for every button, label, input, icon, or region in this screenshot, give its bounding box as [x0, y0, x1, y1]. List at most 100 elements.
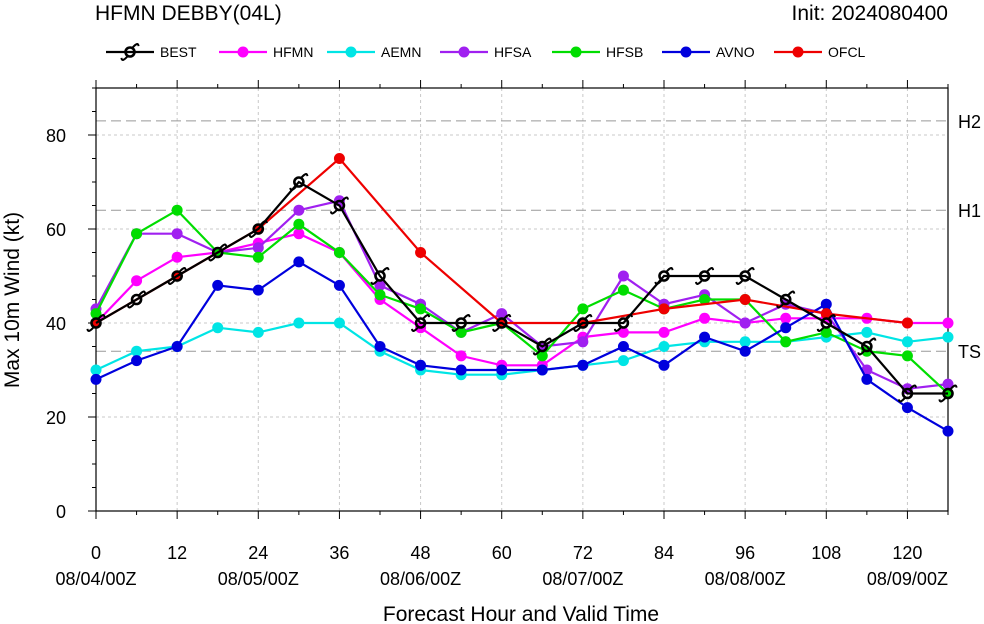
point-avno — [658, 359, 670, 371]
hurricane-symbol-arm — [787, 290, 796, 297]
hurricane-symbol-arm — [381, 267, 390, 273]
point-hfsa — [252, 242, 264, 254]
legend-item-hfsb: HFSB — [552, 44, 643, 60]
x-tick-label-60: 60 — [492, 543, 512, 563]
hurricane-symbol-ring — [861, 340, 873, 353]
point-hfsb — [374, 289, 386, 301]
point-best — [735, 267, 755, 285]
point-avno — [212, 279, 224, 291]
y-tick-label-20: 20 — [46, 408, 66, 428]
point-avno — [374, 341, 386, 352]
point-hfsb — [901, 350, 913, 362]
point-best — [613, 314, 633, 332]
point-hfsb — [455, 326, 467, 338]
hurricane-symbol-arm — [329, 208, 338, 215]
hurricane-symbol-ring — [293, 176, 305, 188]
point-best — [938, 384, 958, 403]
hurricane-symbol-ring — [779, 293, 792, 306]
hurricane-symbol-arm — [827, 314, 836, 320]
hurricane-symbol-ring — [901, 387, 914, 400]
series-line-hfsa — [95, 199, 949, 390]
y-tick-label-40: 40 — [46, 314, 66, 334]
hurricane-symbol-arm — [259, 220, 268, 226]
legend-label-avno: AVNO — [716, 44, 755, 60]
point-avno — [131, 355, 143, 367]
point-aemn — [333, 317, 345, 329]
hurricane-symbol-arm — [503, 314, 512, 320]
x-tick-label-48: 48 — [411, 543, 431, 563]
legend: BEST HFMN AEMN HFSA HFSB AVNO OFCL — [106, 43, 866, 61]
point-avno — [293, 256, 305, 268]
point-avno — [577, 359, 589, 371]
point-avno — [252, 284, 264, 296]
legend-label-best: BEST — [160, 44, 197, 60]
series-line-avno — [95, 260, 949, 433]
hurricane-symbol-ring — [414, 317, 427, 329]
y-tick-label-60: 60 — [46, 220, 66, 240]
point-hfmn — [293, 228, 305, 240]
point-hfmn — [171, 251, 183, 263]
point-hfmn — [942, 317, 954, 329]
x-tick-label-24: 24 — [248, 543, 268, 563]
series-line-best — [95, 180, 948, 395]
hurricane-symbol-ring — [820, 317, 833, 329]
hurricane-symbol-arm — [532, 349, 541, 356]
point-hfsb — [617, 284, 629, 296]
point-avno — [333, 279, 345, 291]
hurricane-symbol-arm — [300, 173, 309, 179]
point-best — [127, 290, 147, 309]
point-aemn — [617, 355, 629, 367]
hurricane-symbol-arm — [289, 185, 298, 191]
y-axis-title: Max 10m Wind (kt) — [1, 212, 24, 388]
hurricane-symbol-arm — [219, 243, 228, 250]
hurricane-symbol-arm — [178, 267, 187, 273]
hurricane-symbol-ring — [333, 199, 346, 212]
threshold-label-h1: H1 — [958, 201, 981, 221]
point-best — [329, 196, 349, 215]
hurricane-symbol-arm — [868, 337, 877, 344]
point-best — [86, 314, 106, 332]
series-best — [86, 173, 958, 403]
point-aemn — [90, 364, 102, 376]
point-hfsb — [333, 247, 345, 258]
legend-marker-ofcl — [792, 46, 804, 58]
hurricane-symbol-arm — [746, 267, 755, 273]
point-ofcl — [739, 294, 751, 305]
legend-item-ofcl: OFCL — [774, 44, 866, 60]
legend-marker-avno — [680, 46, 692, 58]
hurricane-symbol-arm — [492, 326, 501, 332]
point-best — [451, 314, 471, 332]
hurricane-symbol-ring — [252, 223, 265, 235]
point-hfmn — [617, 326, 629, 338]
point-best — [897, 384, 917, 403]
threshold-label-h2: H2 — [958, 112, 981, 132]
hurricane-symbol-arm — [654, 279, 663, 285]
hurricane-symbol-arm — [938, 396, 947, 403]
hurricane-symbol-ring — [211, 246, 224, 259]
y-tick-label-80: 80 — [46, 126, 66, 146]
point-best — [532, 337, 552, 356]
point-hfmn — [780, 312, 792, 324]
point-hfsb — [536, 350, 548, 362]
point-best — [816, 314, 836, 332]
point-avno — [171, 341, 183, 352]
hurricane-symbol-arm — [451, 326, 460, 332]
x-tick-label-84: 84 — [654, 543, 674, 563]
hurricane-symbol-arm — [411, 326, 420, 332]
series-line-hfmn — [95, 232, 948, 367]
hurricane-symbol-arm — [120, 55, 129, 61]
point-hfsb — [820, 326, 832, 338]
point-avno — [496, 364, 508, 376]
point-avno — [861, 373, 873, 385]
x-tick-label-120: 120 — [892, 543, 922, 563]
point-hfsb — [415, 303, 427, 315]
point-hfmn — [658, 326, 670, 338]
x-axis-title: Forecast Hour and Valid Time — [383, 603, 659, 624]
point-best — [411, 314, 431, 332]
y-tick-label-0: 0 — [56, 502, 66, 522]
hurricane-symbol-arm — [248, 232, 257, 238]
hurricane-symbol-arm — [949, 384, 958, 391]
point-aemn — [861, 326, 873, 338]
hurricane-symbol-arm — [370, 279, 379, 285]
